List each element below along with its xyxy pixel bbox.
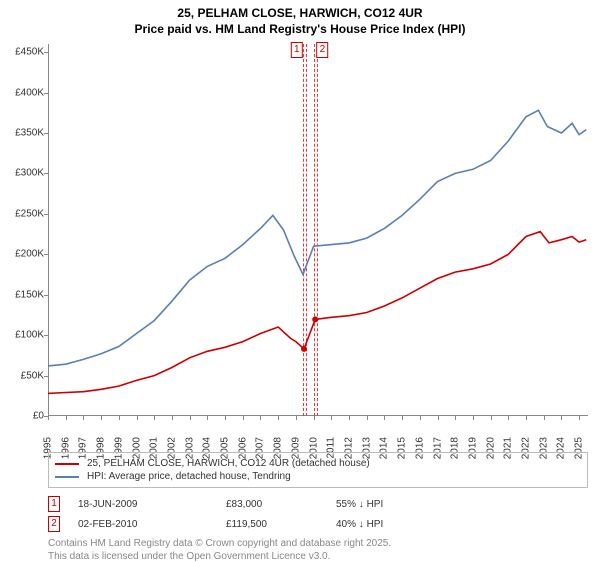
x-tick-mark: [260, 416, 261, 420]
y-tick-label: £0: [2, 411, 44, 422]
x-tick-mark: [66, 416, 67, 420]
x-tick-mark: [349, 416, 350, 420]
x-tick-mark: [48, 416, 49, 420]
title-line-2: Price paid vs. HM Land Registry's House …: [0, 22, 600, 38]
footer: 25, PELHAM CLOSE, HARWICH, CO12 4UR (det…: [48, 452, 588, 563]
event-id-box: 1: [48, 496, 60, 512]
x-tick-mark: [508, 416, 509, 420]
x-tick-mark: [83, 416, 84, 420]
event-id-box: 2: [48, 516, 60, 532]
chart-area: £0£50K£100K£150K£200K£250K£300K£350K£400…: [48, 44, 588, 416]
x-tick-mark: [455, 416, 456, 420]
x-tick-mark: [491, 416, 492, 420]
x-tick-mark: [172, 416, 173, 420]
x-tick-mark: [561, 416, 562, 420]
x-tick-mark: [207, 416, 208, 420]
x-tick-mark: [438, 416, 439, 420]
event-delta: 55% ↓ HPI: [336, 499, 383, 510]
events-table: 1 18-JUN-2009£83,00055% ↓ HPI 2 02-FEB-2010…: [48, 494, 588, 534]
event-delta: 40% ↓ HPI: [336, 519, 383, 530]
event-row: 2 02-FEB-2010£119,50040% ↓ HPI: [48, 514, 588, 534]
x-tick-mark: [314, 416, 315, 420]
y-tick-label: £150K: [2, 289, 44, 300]
x-tick-mark: [579, 416, 580, 420]
y-tick-label: £100K: [2, 330, 44, 341]
y-tick-label: £200K: [2, 249, 44, 260]
series-line: [48, 110, 586, 366]
x-tick-mark: [190, 416, 191, 420]
legend-row: 25, PELHAM CLOSE, HARWICH, CO12 4UR (det…: [55, 457, 581, 470]
y-tick-label: £400K: [2, 87, 44, 98]
x-tick-mark: [154, 416, 155, 420]
chart-container: 25, PELHAM CLOSE, HARWICH, CO12 4UR Pric…: [0, 0, 600, 560]
event-date: 18-JUN-2009: [78, 499, 226, 510]
x-tick-mark: [119, 416, 120, 420]
title-line-1: 25, PELHAM CLOSE, HARWICH, CO12 4UR: [0, 6, 600, 22]
series-dot: [301, 346, 307, 352]
x-tick-mark: [384, 416, 385, 420]
x-tick-mark: [331, 416, 332, 420]
copyright: Contains HM Land Registry data © Crown c…: [48, 538, 588, 563]
legend-row: HPI: Average price, detached house, Tend…: [55, 470, 581, 483]
legend-label: 25, PELHAM CLOSE, HARWICH, CO12 4UR (det…: [87, 458, 370, 469]
x-tick-mark: [473, 416, 474, 420]
line-chart-svg: [48, 44, 588, 416]
y-tick-label: £50K: [2, 370, 44, 381]
x-tick-mark: [225, 416, 226, 420]
x-tick-mark: [278, 416, 279, 420]
x-tick-mark: [137, 416, 138, 420]
title-block: 25, PELHAM CLOSE, HARWICH, CO12 4UR Pric…: [0, 0, 600, 37]
x-tick-mark: [296, 416, 297, 420]
x-tick-mark: [544, 416, 545, 420]
legend-label: HPI: Average price, detached house, Tend…: [87, 471, 291, 482]
series-line: [48, 232, 586, 394]
legend: 25, PELHAM CLOSE, HARWICH, CO12 4UR (det…: [48, 452, 588, 488]
y-tick-label: £450K: [2, 47, 44, 58]
event-row: 1 18-JUN-2009£83,00055% ↓ HPI: [48, 494, 588, 514]
y-tick-label: £350K: [2, 127, 44, 138]
x-tick-mark: [243, 416, 244, 420]
y-tick-label: £300K: [2, 168, 44, 179]
copyright-line-2: This data is licensed under the Open Gov…: [48, 551, 588, 563]
y-tick-label: £250K: [2, 208, 44, 219]
x-tick-mark: [101, 416, 102, 420]
x-tick-mark: [402, 416, 403, 420]
event-date: 02-FEB-2010: [78, 519, 226, 530]
x-tick-mark: [420, 416, 421, 420]
legend-swatch: [55, 463, 79, 465]
copyright-line-1: Contains HM Land Registry data © Crown c…: [48, 538, 588, 551]
event-price: £83,000: [226, 499, 336, 510]
x-tick-mark: [526, 416, 527, 420]
legend-swatch: [55, 476, 79, 478]
series-dot: [312, 316, 318, 322]
x-tick-mark: [367, 416, 368, 420]
event-price: £119,500: [226, 519, 336, 530]
